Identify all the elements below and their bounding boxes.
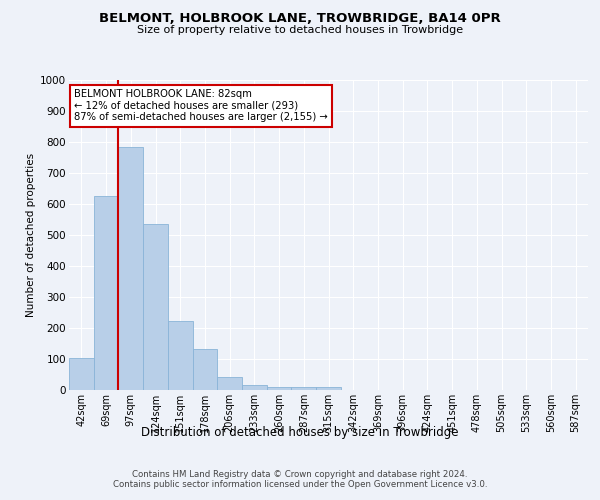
Bar bbox=[94, 196, 118, 390]
Bar bbox=[168, 321, 193, 390]
Text: Size of property relative to detached houses in Trowbridge: Size of property relative to detached ho… bbox=[137, 25, 463, 35]
Bar bbox=[217, 376, 242, 390]
Bar bbox=[242, 386, 267, 390]
Bar bbox=[69, 358, 94, 390]
Bar bbox=[267, 387, 292, 390]
Bar bbox=[316, 387, 341, 390]
Text: BELMONT HOLBROOK LANE: 82sqm
← 12% of detached houses are smaller (293)
87% of s: BELMONT HOLBROOK LANE: 82sqm ← 12% of de… bbox=[74, 90, 328, 122]
Text: BELMONT, HOLBROOK LANE, TROWBRIDGE, BA14 0PR: BELMONT, HOLBROOK LANE, TROWBRIDGE, BA14… bbox=[99, 12, 501, 26]
Text: Distribution of detached houses by size in Trowbridge: Distribution of detached houses by size … bbox=[141, 426, 459, 439]
Text: Contains public sector information licensed under the Open Government Licence v3: Contains public sector information licen… bbox=[113, 480, 487, 489]
Y-axis label: Number of detached properties: Number of detached properties bbox=[26, 153, 36, 317]
Bar bbox=[193, 349, 217, 390]
Bar bbox=[118, 146, 143, 390]
Bar bbox=[292, 387, 316, 390]
Text: Contains HM Land Registry data © Crown copyright and database right 2024.: Contains HM Land Registry data © Crown c… bbox=[132, 470, 468, 479]
Bar bbox=[143, 224, 168, 390]
